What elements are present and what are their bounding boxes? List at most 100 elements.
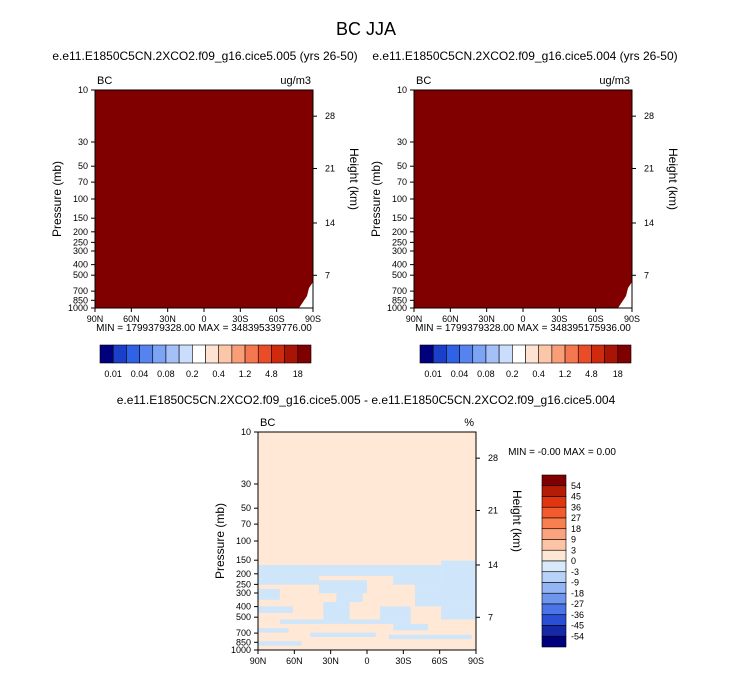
y2-axis-title: Height (km) xyxy=(347,148,361,210)
colorbar-swatch xyxy=(244,344,259,364)
colorbar-swatch xyxy=(541,625,567,637)
y-axis-title: Pressure (mb) xyxy=(213,503,227,579)
colorbar-swatch xyxy=(192,344,206,364)
x-tick-label: 90N xyxy=(406,314,423,324)
colorbar-swatch xyxy=(139,344,154,364)
colorbar xyxy=(419,344,632,364)
colorbar-swatch xyxy=(126,344,140,364)
y2-axis-title: Height (km) xyxy=(666,148,680,210)
height-tick-label: 7 xyxy=(325,270,330,280)
y-tick-label: 500 xyxy=(236,612,251,622)
colorbar-label: 3 xyxy=(571,545,576,555)
colorbar-label: 0.01 xyxy=(424,369,442,379)
height-tick-label: 28 xyxy=(325,111,335,121)
x-tick-label: 30N xyxy=(322,656,339,666)
y-tick-label: 1000 xyxy=(387,303,407,313)
x-tick-label: 90N xyxy=(87,314,104,324)
y-tick-label: 150 xyxy=(392,213,407,223)
y-tick-label: 250 xyxy=(236,579,251,589)
negative-region xyxy=(393,623,429,631)
negative-region xyxy=(319,564,394,576)
figure-title: BC JJA xyxy=(336,19,396,39)
y-tick-label: 850 xyxy=(73,295,88,305)
negative-region xyxy=(258,588,280,600)
x-tick-label: 30S xyxy=(551,314,567,324)
colorbar-swatch xyxy=(498,344,513,364)
colorbar-label: 18 xyxy=(613,369,623,379)
colorbar-swatch xyxy=(541,549,567,562)
colorbar-swatch xyxy=(231,344,246,364)
field-fill xyxy=(95,90,313,308)
colorbar-swatch xyxy=(541,528,567,540)
colorbar-swatch xyxy=(541,571,567,583)
units-label: ug/m3 xyxy=(599,75,630,87)
y-tick-label: 400 xyxy=(236,602,251,612)
y-tick-label: 700 xyxy=(73,286,88,296)
field-fill xyxy=(414,90,632,308)
colorbar-label: 0.2 xyxy=(186,369,199,379)
colorbar-swatch xyxy=(205,344,219,364)
y-tick-label: 500 xyxy=(392,270,407,280)
y-tick-label: 250 xyxy=(73,237,88,247)
colorbar-label: 0.4 xyxy=(532,369,545,379)
y-tick-label: 500 xyxy=(73,270,88,280)
min-max-text: MIN = -0.00 MAX = 0.00 xyxy=(508,447,616,458)
height-tick-label: 28 xyxy=(488,453,498,463)
y-tick-label: 300 xyxy=(73,246,88,256)
colorbar-swatch xyxy=(617,344,632,364)
units-label: ug/m3 xyxy=(280,75,311,87)
colorbar-swatch xyxy=(604,344,619,364)
x-tick-label: 0 xyxy=(364,656,369,666)
x-tick-label: 30S xyxy=(395,656,411,666)
y-tick-label: 70 xyxy=(241,519,251,529)
min-max-text: MIN = 1799379328.00 MAX = 348395175936.0… xyxy=(415,323,631,334)
y-tick-label: 200 xyxy=(236,569,251,579)
y-tick-label: 400 xyxy=(392,260,407,270)
colorbar-swatch xyxy=(541,485,567,497)
colorbar-swatch xyxy=(541,635,567,648)
y-tick-label: 700 xyxy=(236,628,251,638)
colorbar-swatch xyxy=(577,344,592,364)
y-axis-title: Pressure (mb) xyxy=(50,161,64,237)
colorbar-swatch xyxy=(541,506,567,519)
colorbar-label: 27 xyxy=(571,513,581,523)
min-max-text: MIN = 1799379328.00 MAX = 348395339776.0… xyxy=(96,323,312,334)
variable-label: BC xyxy=(97,75,112,87)
colorbar-swatch xyxy=(485,344,500,364)
x-tick-label: 60S xyxy=(269,314,285,324)
y-tick-label: 50 xyxy=(397,161,407,171)
colorbar-swatch xyxy=(541,539,567,551)
negative-region xyxy=(393,564,442,585)
height-tick-label: 21 xyxy=(644,163,654,173)
colorbar-swatch xyxy=(541,560,567,573)
y-tick-label: 150 xyxy=(73,213,88,223)
colorbar-label: -3 xyxy=(571,567,579,577)
height-tick-label: 21 xyxy=(325,163,335,173)
y-tick-label: 200 xyxy=(392,227,407,237)
x-tick-label: 90S xyxy=(624,314,640,324)
height-tick-label: 14 xyxy=(488,560,498,570)
y-tick-label: 150 xyxy=(236,555,251,565)
negative-region xyxy=(336,593,363,603)
y-tick-label: 10 xyxy=(78,85,88,95)
variable-label: BC xyxy=(416,75,431,87)
colorbar-swatch xyxy=(178,344,193,364)
panel-title: e.e11.E1850C5CN.2XCO2.f09_g16.cice5.005 … xyxy=(117,393,616,407)
colorbar-label: 0.04 xyxy=(131,369,149,379)
colorbar-swatch xyxy=(99,344,114,364)
terrain-mask xyxy=(618,282,632,308)
variable-label: BC xyxy=(260,417,275,429)
x-tick-label: 90S xyxy=(468,656,484,666)
colorbar-label: 54 xyxy=(571,481,581,491)
negative-region xyxy=(441,606,476,620)
y-tick-label: 850 xyxy=(392,295,407,305)
colorbar-swatch xyxy=(541,474,567,487)
colorbar-swatch xyxy=(538,344,553,364)
height-tick-label: 14 xyxy=(644,218,654,228)
colorbar-label: -27 xyxy=(571,599,584,609)
colorbar-label: -9 xyxy=(571,578,579,588)
negative-region xyxy=(258,628,289,633)
y-tick-label: 400 xyxy=(73,260,88,270)
y-tick-label: 70 xyxy=(78,177,88,187)
